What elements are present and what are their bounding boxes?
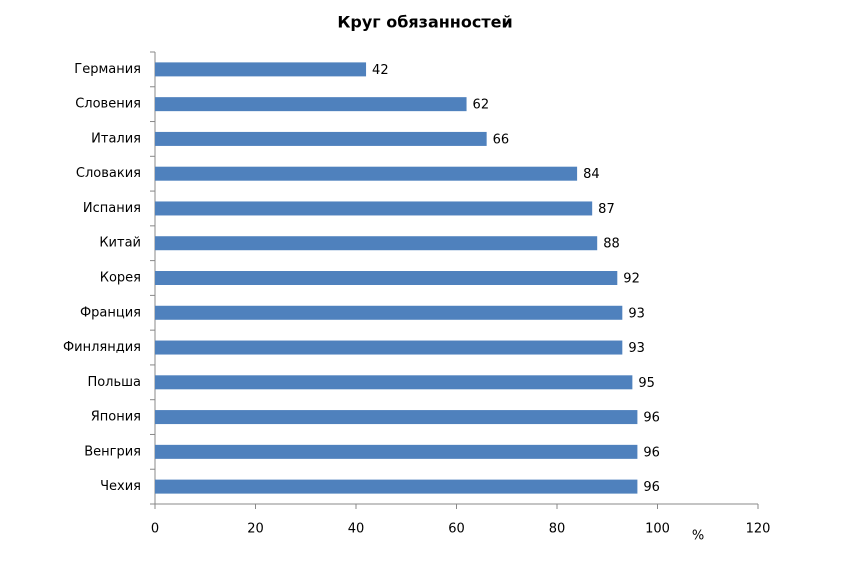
bar <box>155 340 623 355</box>
bar <box>155 375 633 390</box>
y-tick-label: Корея <box>100 271 141 286</box>
data-label: 96 <box>643 480 660 495</box>
bar <box>155 97 467 112</box>
y-tick-label: Финляндия <box>63 340 141 355</box>
data-label: 88 <box>603 237 620 252</box>
bar <box>155 410 638 425</box>
data-label: 96 <box>643 411 660 426</box>
bar <box>155 131 487 146</box>
data-label: 62 <box>473 98 490 113</box>
y-tick-label: Япония <box>91 410 141 425</box>
x-tick-label: 20 <box>247 522 264 537</box>
y-tick-label: Германия <box>74 62 141 77</box>
data-label: 87 <box>598 202 615 217</box>
x-tick-label: 120 <box>746 522 771 537</box>
data-label: 96 <box>643 445 660 460</box>
y-tick-label: Словакия <box>76 166 141 181</box>
x-tick-label: 0 <box>151 522 159 537</box>
bar <box>155 201 593 216</box>
x-tick-label: 100 <box>645 522 670 537</box>
bar <box>155 271 618 285</box>
y-tick-label: Венгрия <box>84 444 141 459</box>
x-tick-label: 80 <box>549 522 566 537</box>
y-tick-label: Китай <box>99 236 141 251</box>
y-tick-label: Чехия <box>100 479 141 494</box>
x-tick-label: 40 <box>348 522 365 537</box>
data-label: 93 <box>628 341 645 356</box>
bar <box>155 444 638 459</box>
y-tick-label: Испания <box>83 201 141 216</box>
y-tick-label: Польша <box>87 375 141 390</box>
x-axis-label: % <box>692 529 704 544</box>
x-tick-label: 60 <box>448 522 465 537</box>
chart-title: Круг обязанностей <box>337 13 512 32</box>
bar <box>155 166 578 181</box>
bar <box>155 62 367 77</box>
data-label: 93 <box>628 306 645 321</box>
data-label: 92 <box>623 272 640 287</box>
data-label: 84 <box>583 167 600 182</box>
y-tick-label: Словения <box>75 97 141 112</box>
data-label: 42 <box>372 63 389 78</box>
data-label: 95 <box>638 376 655 391</box>
y-tick-label: Италия <box>91 131 141 146</box>
bar <box>155 236 598 251</box>
y-tick-label: Франция <box>80 305 141 320</box>
bar <box>155 479 638 494</box>
data-label: 66 <box>493 132 510 147</box>
bar <box>155 305 623 320</box>
